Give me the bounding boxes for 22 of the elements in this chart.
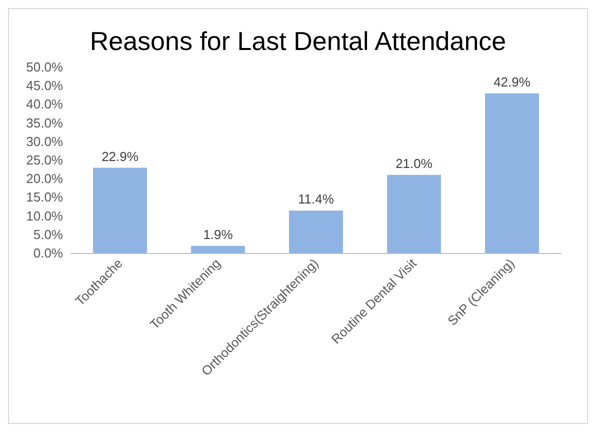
y-tick-label: 25.0%: [26, 152, 64, 168]
data-label: 21.0%: [396, 156, 433, 171]
bar: [485, 93, 539, 253]
data-label: 1.9%: [203, 226, 234, 242]
y-tick-label: 35.0%: [26, 115, 64, 130]
y-tick-label: 20.0%: [26, 171, 64, 186]
y-tick-label: 30.0%: [26, 134, 64, 149]
bar: [191, 246, 245, 253]
bar: [93, 168, 147, 253]
y-tick-label: 0.0%: [33, 246, 64, 260]
y-tick-label: 45.0%: [26, 78, 64, 94]
y-tick-label: 40.0%: [26, 96, 64, 112]
data-label: 42.9%: [494, 74, 531, 90]
bar: [387, 174, 441, 253]
y-tick-label: 50.0%: [26, 60, 64, 74]
data-label: 22.9%: [102, 148, 139, 164]
y-tick-label: 10.0%: [26, 208, 64, 224]
y-tick-label: 15.0%: [26, 190, 64, 205]
y-tick-label: 5.0%: [33, 226, 64, 242]
data-label: 11.4%: [298, 192, 334, 207]
bar: [289, 210, 343, 253]
chart-title: Reasons for Last Dental Attendance: [90, 26, 506, 56]
